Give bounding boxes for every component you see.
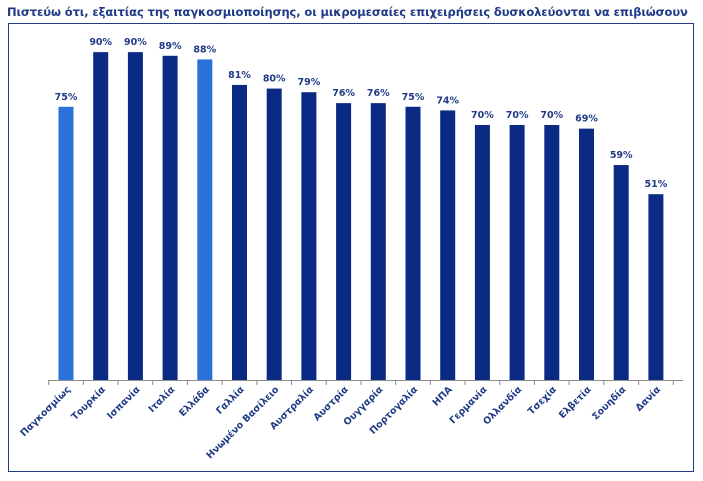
data-label: 75%: [55, 92, 78, 103]
bar: [232, 84, 247, 381]
category-label: Τουρκία: [69, 384, 108, 423]
bar: [544, 124, 560, 381]
category-label: Ελβετία: [557, 384, 594, 421]
data-label: 90%: [124, 37, 147, 48]
data-label: 90%: [89, 37, 112, 48]
data-label: 80%: [263, 74, 286, 85]
bar: [648, 194, 664, 380]
bar: [579, 128, 594, 380]
category-label: Ελλάδα: [177, 384, 212, 419]
bar: [440, 110, 456, 380]
data-label: 74%: [436, 95, 459, 106]
bar: [370, 103, 386, 380]
bar: [509, 124, 525, 381]
category-label: Τσεχία: [526, 384, 559, 417]
data-label: 75%: [402, 92, 425, 103]
data-label: 59%: [610, 150, 633, 161]
bar: [197, 59, 213, 380]
chart-title: Πιστεύω ότι, εξαιτίας της παγκοσμιοποίησ…: [7, 5, 688, 19]
bar: [613, 165, 629, 380]
data-label: 76%: [367, 88, 390, 99]
data-label: 70%: [506, 110, 529, 121]
category-label: Γαλλία: [214, 384, 247, 417]
data-label: 69%: [575, 114, 598, 125]
bar: [127, 52, 143, 380]
chart-frame: [8, 23, 694, 472]
data-label: 70%: [471, 110, 494, 121]
category-label: Ισπανία: [105, 384, 143, 422]
bar: [58, 106, 74, 381]
data-label: 79%: [298, 77, 321, 88]
data-label: 76%: [332, 88, 355, 99]
data-label: 88%: [193, 44, 216, 55]
data-label: 70%: [540, 110, 563, 121]
category-label: Παγκοσμίως: [19, 384, 74, 439]
bar: [93, 52, 109, 380]
data-label: 51%: [645, 179, 668, 190]
bar: [474, 124, 490, 381]
bar: [162, 55, 178, 380]
category-label: Δανία: [634, 384, 664, 414]
bar: [301, 92, 317, 380]
category-label: Σουηδία: [590, 384, 628, 422]
bar: [405, 106, 421, 381]
category-label: Ιταλία: [147, 384, 178, 415]
category-label: ΗΠΑ: [431, 384, 456, 409]
bar: [336, 103, 352, 380]
data-label: 81%: [228, 70, 251, 81]
data-label: 89%: [159, 41, 182, 52]
bar: [266, 88, 282, 380]
